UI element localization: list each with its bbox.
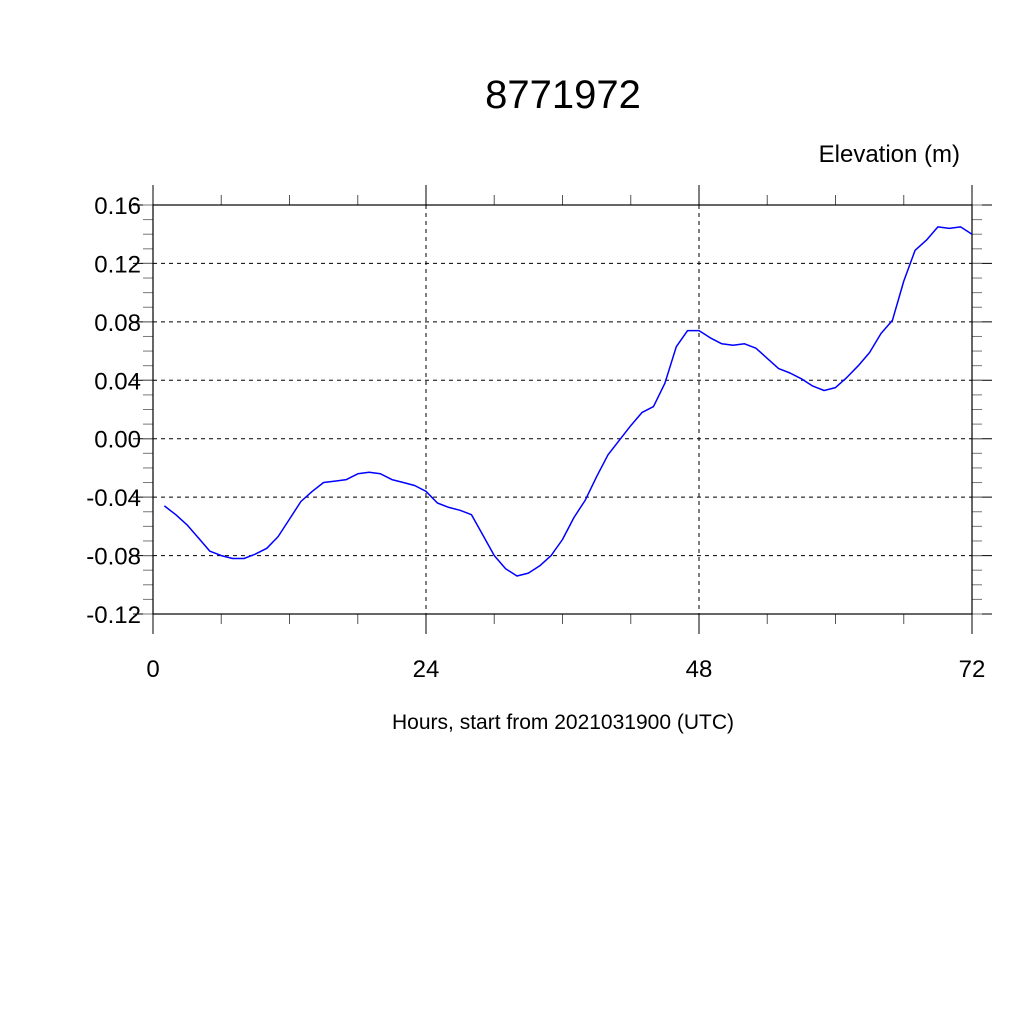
plot-border xyxy=(152,204,973,615)
y-tick-label: -0.12 xyxy=(86,602,141,629)
series-group xyxy=(163,226,973,577)
x-axis-label: Hours, start from 2021031900 (UTC) xyxy=(392,711,734,734)
y-tick-label: 0.04 xyxy=(94,368,141,395)
tick-marks xyxy=(133,185,992,634)
chart-subtitle: Elevation (m) xyxy=(819,141,960,168)
y-tick-label: -0.08 xyxy=(86,544,141,571)
y-tick-labels: 0.16 0.12 0.08 0.04 0.00 -0.04 -0.08 -0.12 xyxy=(86,193,141,629)
y-tick-label: 0.00 xyxy=(94,427,141,454)
plot-frame xyxy=(152,204,973,615)
y-tick-label: -0.04 xyxy=(86,485,141,512)
y-tick-label: 0.12 xyxy=(94,251,141,278)
y-tick-label: 0.16 xyxy=(94,193,141,220)
x-tick-label: 72 xyxy=(959,656,986,683)
chart-title: 8771972 xyxy=(485,73,641,117)
x-tick-label: 0 xyxy=(146,656,159,683)
x-tick-label: 48 xyxy=(686,656,713,683)
series-line xyxy=(163,226,973,577)
x-tick-label: 24 xyxy=(413,656,440,683)
y-tick-label: 0.08 xyxy=(94,310,141,337)
x-tick-labels: 0 24 48 72 xyxy=(146,656,985,683)
grid-lines xyxy=(152,204,973,615)
